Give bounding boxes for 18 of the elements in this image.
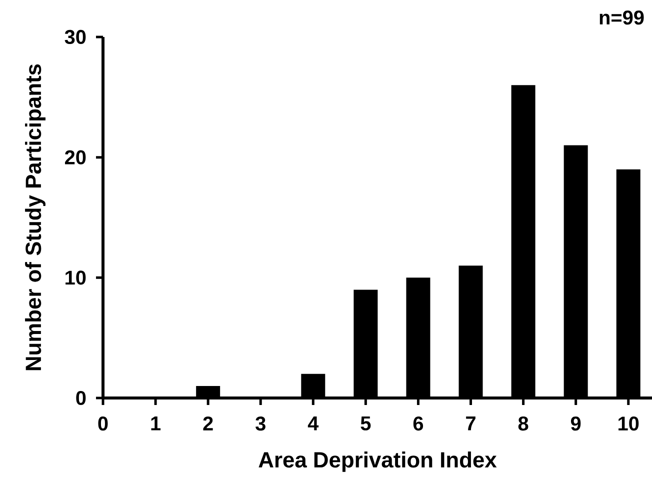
- x-tick-label: 3: [256, 416, 266, 431]
- y-tick-label: 20: [65, 150, 86, 164]
- y-tick-label: 0: [76, 390, 86, 406]
- x-tick-label: 8: [518, 416, 528, 431]
- x-tick-label: 9: [570, 416, 581, 431]
- x-tick-label: 10: [618, 416, 639, 431]
- x-tick-label: 6: [413, 416, 424, 431]
- x-tick-label: 5: [360, 416, 371, 430]
- x-tick-label: 7: [466, 416, 476, 430]
- y-tick-label: 30: [64, 30, 86, 44]
- y-axis-title: Number of Study Participants: [25, 64, 46, 370]
- x-tick-label: 1: [151, 416, 161, 430]
- x-tick-label: 0: [98, 416, 108, 431]
- y-tick-label: 10: [66, 270, 86, 285]
- x-tick-label: 4: [308, 416, 319, 430]
- x-tick-label: 2: [203, 416, 213, 430]
- x-axis-title: Area Deprivation Index: [258, 451, 497, 472]
- text: n=99: [600, 10, 644, 25]
